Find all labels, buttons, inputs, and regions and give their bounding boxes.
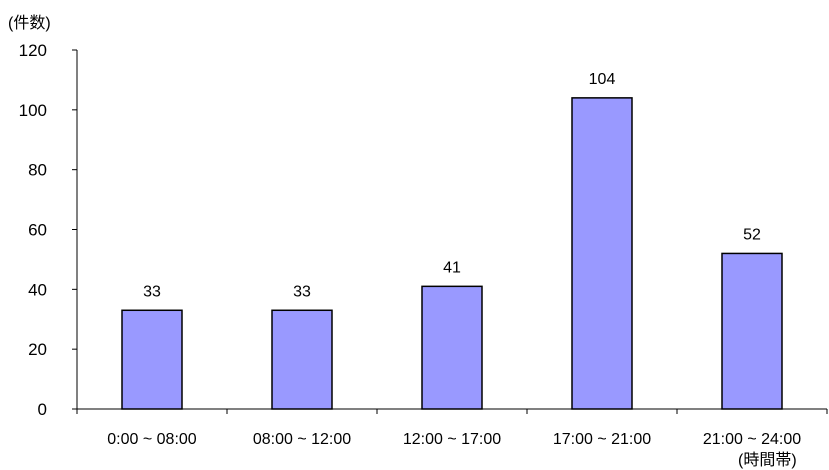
x-category-label: 08:00 ~ 12:00 xyxy=(253,431,351,448)
y-tick-label: 80 xyxy=(28,161,47,180)
x-category-label: 12:00 ~ 17:00 xyxy=(403,431,501,448)
bar xyxy=(121,309,183,410)
bar xyxy=(271,309,333,410)
bars xyxy=(121,97,783,410)
data-label: 33 xyxy=(143,283,161,300)
y-tick-label: 120 xyxy=(19,41,47,60)
x-category-label: 17:00 ~ 21:00 xyxy=(553,431,651,448)
x-axis-title: (時間帯) xyxy=(738,451,797,469)
data-label: 33 xyxy=(293,283,311,300)
y-tick-label: 40 xyxy=(28,280,47,299)
axes: 0 20 40 60 80 100 120 xyxy=(19,41,828,419)
y-tick-label: 0 xyxy=(38,400,47,419)
bar xyxy=(421,285,483,410)
y-tick-label: 100 xyxy=(19,101,47,120)
x-category-label: 21:00 ~ 24:00 xyxy=(703,431,801,448)
data-label: 104 xyxy=(589,71,616,88)
bar xyxy=(571,97,633,410)
bar xyxy=(721,252,783,410)
x-category-label: 0:00 ~ 08:00 xyxy=(107,431,197,448)
y-axis-title: (件数) xyxy=(8,14,51,32)
data-label: 52 xyxy=(743,226,761,243)
y-tick-label: 20 xyxy=(28,340,47,359)
labels: 33 0:00 ~ 08:00 33 08:00 ~ 12:00 41 12:00 ~ 1… xyxy=(107,71,801,448)
y-tick-label: 60 xyxy=(28,221,47,240)
data-label: 41 xyxy=(443,259,461,276)
